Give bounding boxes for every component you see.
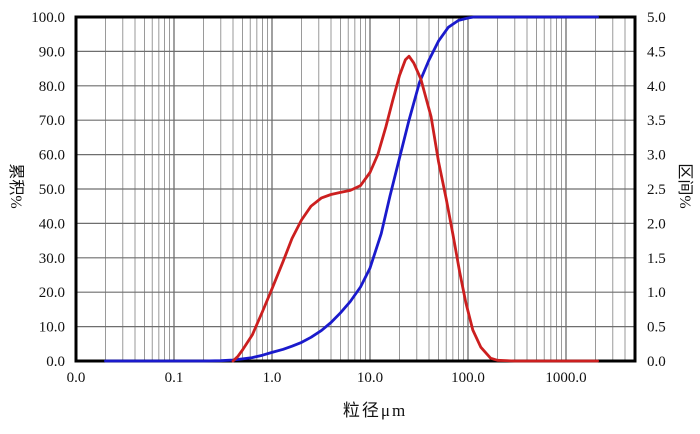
y-right-tick-label: 4.5 xyxy=(647,44,666,60)
y-right-tick-label: 0.0 xyxy=(647,354,666,370)
x-tick-label: 100.0 xyxy=(451,370,485,386)
x-tick-label: 1000.0 xyxy=(545,370,586,386)
x-tick-label: 0.1 xyxy=(165,370,184,386)
x-tick-label: 0.0 xyxy=(67,370,86,386)
y-right-axis-title: 区间% xyxy=(676,163,693,209)
x-tick-label: 1.0 xyxy=(263,370,282,386)
y-left-tick-label: 100.0 xyxy=(31,10,65,26)
y-left-tick-label: 60.0 xyxy=(39,148,65,164)
interval-percent-curve xyxy=(231,54,599,363)
y-left-tick-label: 10.0 xyxy=(39,320,65,336)
y-left-tick-label: 30.0 xyxy=(39,251,65,267)
x-axis-title: 粒径μm xyxy=(342,401,408,420)
y-left-tick-label: 70.0 xyxy=(39,113,65,129)
y-right-tick-label: 4.0 xyxy=(647,79,666,95)
cumulative-percent-curve xyxy=(104,15,599,363)
y-right-tick-label: 1.0 xyxy=(647,285,666,301)
y-left-tick-label: 0.0 xyxy=(46,354,65,370)
y-left-tick-label: 90.0 xyxy=(39,44,65,60)
y-right-tick-label: 0.5 xyxy=(647,320,666,336)
y-right-tick-label: 2.5 xyxy=(647,182,666,198)
y-right-tick-label: 5.0 xyxy=(647,10,666,26)
x-tick-label: 10.0 xyxy=(357,370,383,386)
plot-border xyxy=(74,15,637,363)
y-left-tick-label: 50.0 xyxy=(39,182,65,198)
y-left-axis-title: 累积% xyxy=(7,163,24,209)
y-left-tick-label: 40.0 xyxy=(39,216,65,232)
y-right-tick-label: 2.0 xyxy=(647,216,666,232)
y-left-tick-label: 80.0 xyxy=(39,79,65,95)
y-right-tick-label: 1.5 xyxy=(647,251,666,267)
y-right-tick-label: 3.5 xyxy=(647,113,666,129)
y-left-tick-label: 20.0 xyxy=(39,285,65,301)
y-right-tick-label: 3.0 xyxy=(647,148,666,164)
